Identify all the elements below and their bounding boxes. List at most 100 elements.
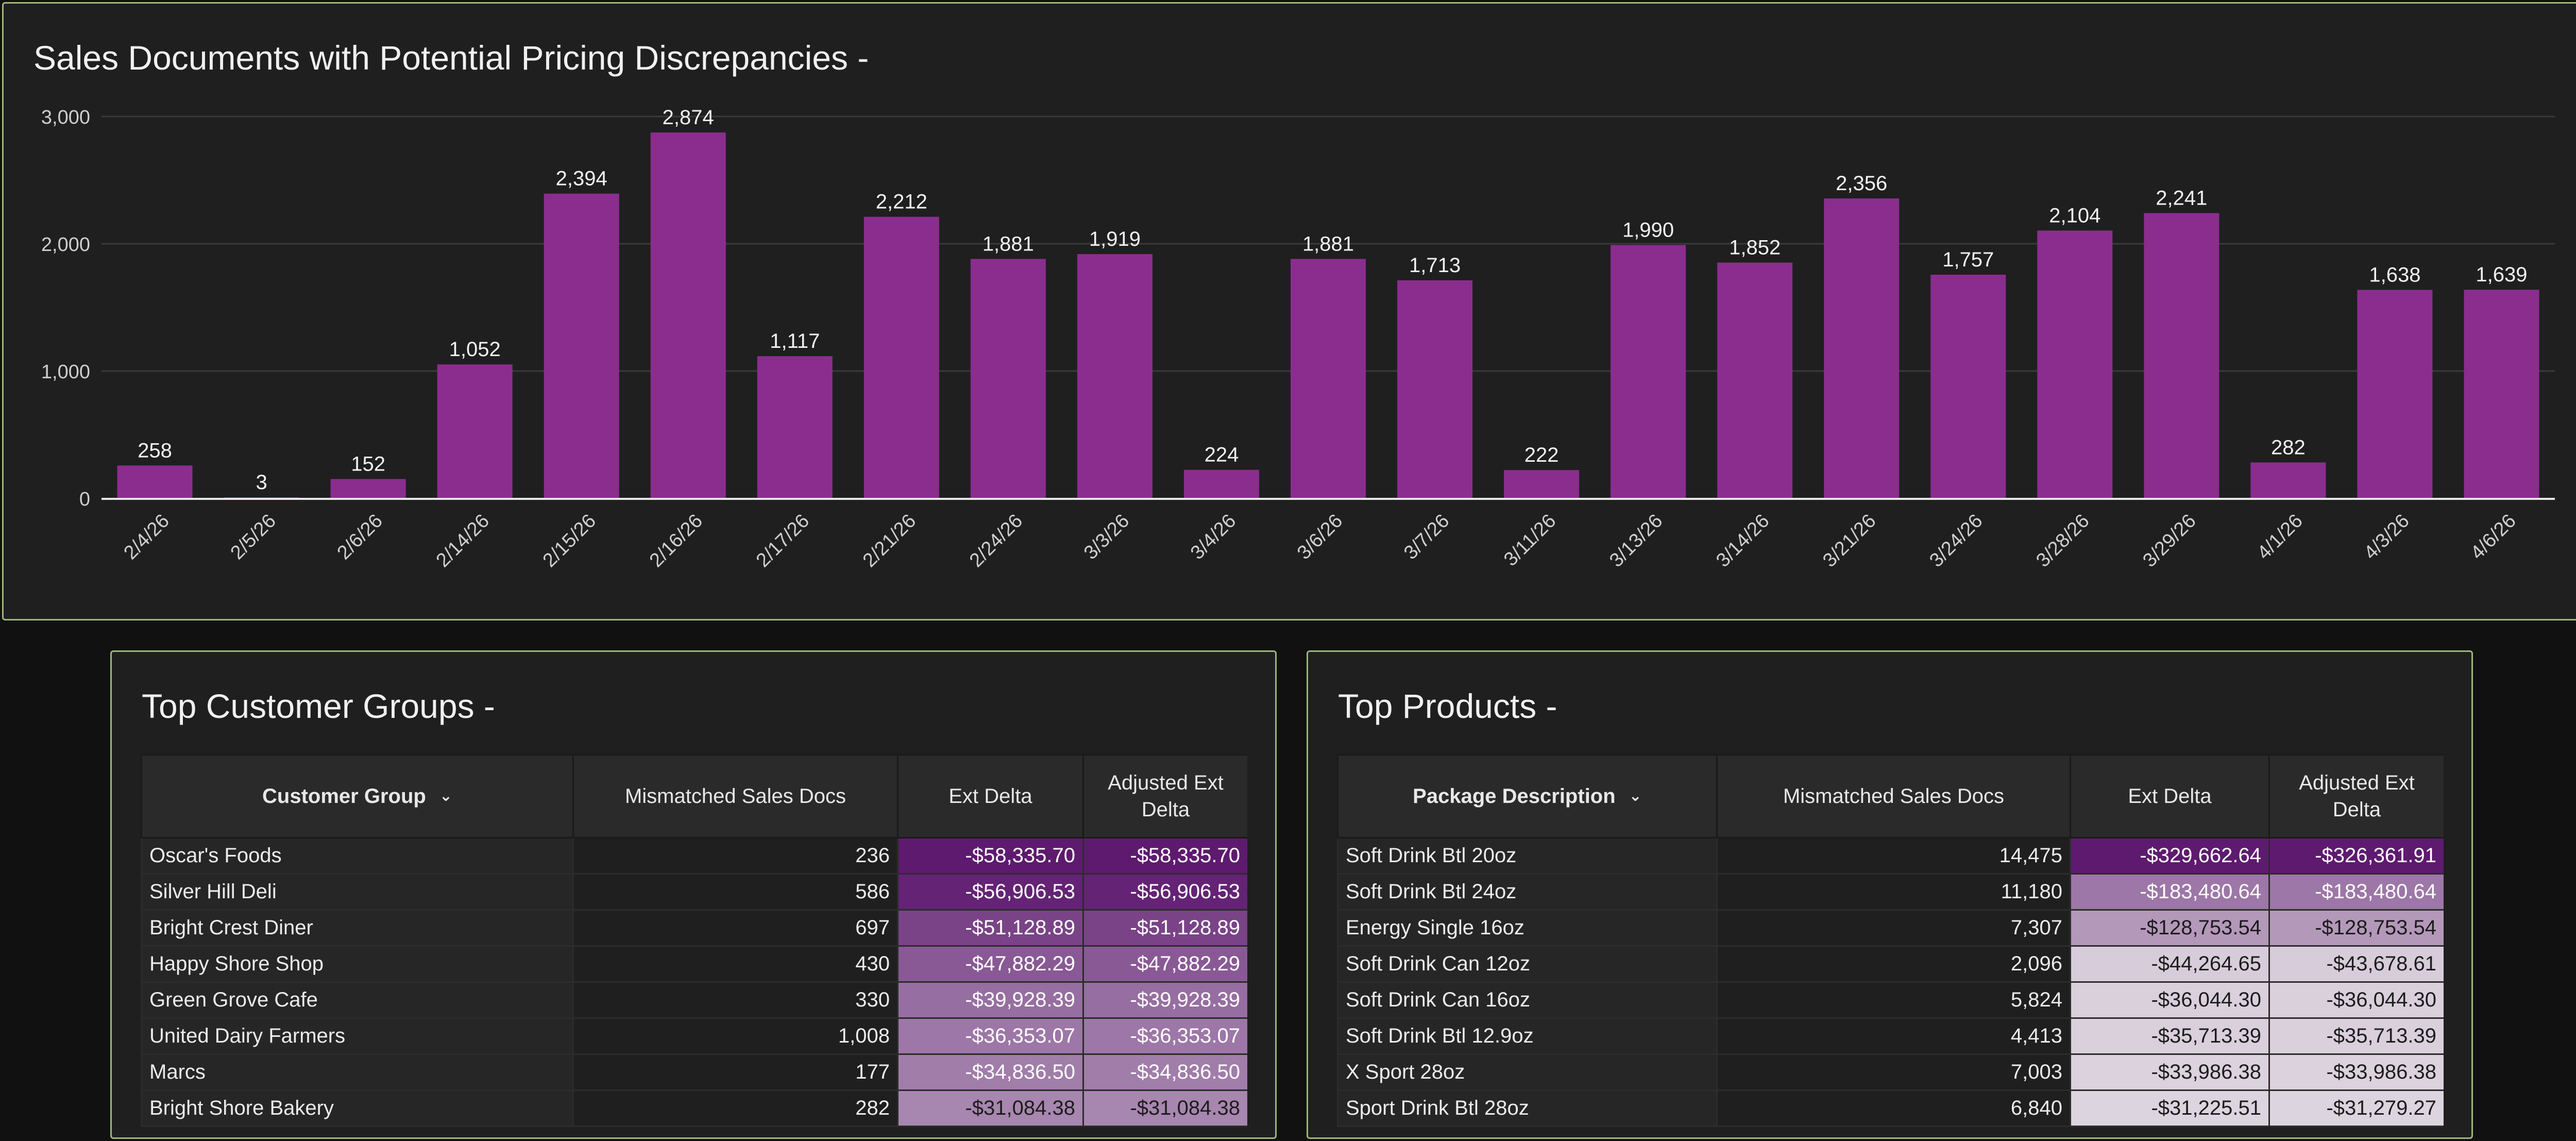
- bar[interactable]: [117, 465, 193, 498]
- col-header-mismatched-docs[interactable]: Mismatched Sales Docs: [572, 754, 899, 838]
- table-row[interactable]: Marcs 177 -$34,836.50 -$34,836.50: [141, 1053, 1247, 1091]
- col-header-package-description[interactable]: Package Description ⌄: [1337, 754, 1718, 838]
- row-docs-cell: 2,096: [1716, 945, 2071, 983]
- bar[interactable]: [544, 193, 619, 498]
- table-row[interactable]: Sport Drink Btl 28oz 6,840 -$31,225.51 -$31…: [1337, 1089, 2444, 1127]
- x-tick-label: 3/6/26: [1293, 510, 1347, 564]
- x-tick-label: 4/6/26: [2466, 510, 2520, 564]
- col-header-adjusted-ext-delta[interactable]: Adjusted Ext Delta: [1082, 754, 1247, 838]
- bar[interactable]: [2250, 462, 2326, 498]
- bar[interactable]: [1397, 280, 1473, 498]
- bar-value-label: 1,919: [1089, 228, 1141, 250]
- table-row[interactable]: Energy Single 16oz 7,307 -$128,753.54 -$128…: [1337, 909, 2444, 947]
- bar-value-label: 2,212: [876, 191, 927, 213]
- bar-value-label: 1,713: [1409, 254, 1461, 277]
- bar[interactable]: [1504, 470, 1580, 498]
- bar[interactable]: [2464, 290, 2539, 498]
- table-row[interactable]: Bright Shore Bakery 282 -$31,084.38 -$31,08…: [141, 1089, 1247, 1127]
- y-tick-label: 2,000: [41, 234, 90, 256]
- bar-value-label: 1,852: [1729, 237, 1781, 259]
- row-ext-delta-cell: -$31,225.51: [2070, 1089, 2270, 1127]
- row-name-cell: Bright Crest Diner: [141, 909, 574, 947]
- customer-groups-panel: Top Customer Groups - Customer Group ⌄ Mi…: [110, 650, 1277, 1139]
- table-row[interactable]: Soft Drink Btl 24oz 11,180 -$183,480.64 -$1…: [1337, 873, 2444, 911]
- bar-chart: 0 1,000 2,000 3,000 258 2/4/26 3 2/5/26 152 2/6/2…: [41, 106, 2555, 572]
- bar[interactable]: [1183, 469, 1259, 498]
- bar[interactable]: [2037, 230, 2113, 498]
- row-adjusted-ext-delta-cell: -$33,986.38: [2268, 1053, 2444, 1091]
- col-header-customer-group[interactable]: Customer Group ⌄: [141, 754, 574, 838]
- row-ext-delta-cell: -$36,044.30: [2070, 981, 2270, 1019]
- x-tick-label: 2/4/26: [120, 510, 173, 564]
- bar-value-label: 152: [351, 452, 385, 475]
- chart-title: Sales Documents with Potential Pricing D…: [33, 39, 869, 77]
- table-row[interactable]: Soft Drink Btl 12.9oz 4,413 -$35,713.39 -$3…: [1337, 1017, 2444, 1055]
- row-docs-cell: 4,413: [1716, 1017, 2071, 1055]
- row-adjusted-ext-delta-cell: -$31,279.27: [2268, 1089, 2444, 1127]
- table-row[interactable]: Oscar's Foods 236 -$58,335.70 -$58,335.70: [141, 837, 1247, 875]
- bar[interactable]: [1291, 259, 1366, 498]
- row-adjusted-ext-delta-cell: -$34,836.50: [1082, 1053, 1247, 1091]
- table-row[interactable]: Happy Shore Shop 430 -$47,882.29 -$47,882.2…: [141, 945, 1247, 983]
- bar[interactable]: [757, 356, 833, 498]
- table-row[interactable]: Silver Hill Deli 586 -$56,906.53 -$56,906.5…: [141, 873, 1247, 911]
- bar-value-label: 258: [138, 439, 172, 462]
- x-tick-label: 3/21/26: [1819, 510, 1880, 572]
- bar[interactable]: [863, 216, 939, 498]
- customer-groups-table-container[interactable]: Customer Group ⌄ Mismatched Sales Docs Ex…: [141, 754, 1247, 1137]
- table-row[interactable]: Bright Crest Diner 697 -$51,128.89 -$51,128…: [141, 909, 1247, 947]
- col-header-label: Package Description: [1413, 785, 1616, 808]
- row-name-cell: United Dairy Farmers: [141, 1017, 574, 1055]
- chevron-down-icon: ⌄: [1629, 787, 1642, 804]
- bar[interactable]: [330, 479, 406, 498]
- row-ext-delta-cell: -$33,986.38: [2070, 1053, 2270, 1091]
- bar-value-label: 224: [1205, 444, 1239, 466]
- bar[interactable]: [1611, 245, 1686, 498]
- table-row[interactable]: X Sport 28oz 7,003 -$33,986.38 -$33,986.38: [1337, 1053, 2444, 1091]
- bar[interactable]: [1717, 262, 1793, 498]
- x-tick-label: 3/13/26: [1605, 510, 1667, 572]
- bar[interactable]: [970, 259, 1046, 498]
- products-table-container[interactable]: Package Description ⌄ Mismatched Sales Do…: [1337, 754, 2444, 1137]
- bar-value-label: 1,052: [449, 338, 501, 361]
- row-adjusted-ext-delta-cell: -$128,753.54: [2268, 909, 2444, 947]
- bar[interactable]: [1824, 198, 1900, 498]
- col-header-mismatched-docs[interactable]: Mismatched Sales Docs: [1716, 754, 2071, 838]
- table-row[interactable]: Soft Drink Btl 20oz 14,475 -$329,662.64 -$3…: [1337, 837, 2444, 875]
- row-adjusted-ext-delta-cell: -$36,044.30: [2268, 981, 2444, 1019]
- table-row[interactable]: United Dairy Farmers 1,008 -$36,353.07 -$36…: [141, 1017, 1247, 1055]
- bar-value-label: 2,104: [2049, 204, 2100, 227]
- row-name-cell: Soft Drink Btl 12.9oz: [1337, 1017, 1718, 1055]
- row-docs-cell: 11,180: [1716, 873, 2071, 911]
- bar[interactable]: [1077, 254, 1153, 498]
- bar-value-label: 2,356: [1836, 172, 1887, 195]
- x-tick-label: 3/24/26: [1925, 510, 1987, 572]
- row-docs-cell: 697: [572, 909, 899, 947]
- x-tick-label: 3/14/26: [1712, 510, 1773, 572]
- table-row[interactable]: Soft Drink Can 12oz 2,096 -$44,264.65 -$43,…: [1337, 945, 2444, 983]
- bar[interactable]: [1930, 275, 2006, 498]
- row-ext-delta-cell: -$44,264.65: [2070, 945, 2270, 983]
- x-tick-label: 3/29/26: [2139, 510, 2200, 572]
- bar-value-label: 1,639: [2476, 263, 2527, 286]
- products-panel: Top Products - Package Description ⌄ Mism…: [1307, 650, 2473, 1139]
- row-adjusted-ext-delta-cell: -$43,678.61: [2268, 945, 2444, 983]
- col-header-ext-delta[interactable]: Ext Delta: [897, 754, 1084, 838]
- bar-value-label: 1,990: [1622, 219, 1674, 241]
- y-tick-label: 3,000: [41, 107, 90, 128]
- bar[interactable]: [2357, 290, 2433, 498]
- row-docs-cell: 586: [572, 873, 899, 911]
- row-docs-cell: 5,824: [1716, 981, 2071, 1019]
- bar[interactable]: [437, 364, 513, 498]
- row-ext-delta-cell: -$31,084.38: [897, 1089, 1084, 1127]
- col-header-label: Customer Group: [262, 785, 426, 808]
- row-ext-delta-cell: -$47,882.29: [897, 945, 1084, 983]
- bar[interactable]: [2144, 213, 2219, 498]
- row-adjusted-ext-delta-cell: -$51,128.89: [1082, 909, 1247, 947]
- table-row[interactable]: Green Grove Cafe 330 -$39,928.39 -$39,928.3…: [141, 981, 1247, 1019]
- table-row[interactable]: Soft Drink Can 16oz 5,824 -$36,044.30 -$36,…: [1337, 981, 2444, 1019]
- col-header-adjusted-ext-delta[interactable]: Adjusted Ext Delta: [2268, 754, 2444, 838]
- bar[interactable]: [650, 132, 726, 498]
- row-docs-cell: 330: [572, 981, 899, 1019]
- col-header-ext-delta[interactable]: Ext Delta: [2070, 754, 2270, 838]
